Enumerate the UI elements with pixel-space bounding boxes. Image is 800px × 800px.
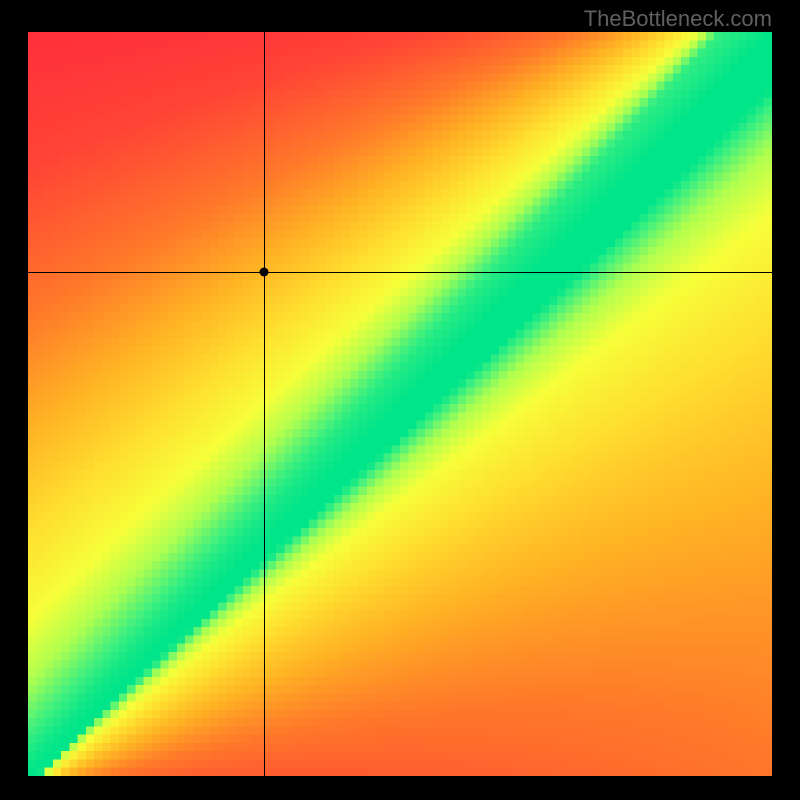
marker-dot — [259, 267, 268, 276]
heatmap-canvas — [28, 32, 772, 776]
plot-area — [28, 32, 772, 776]
watermark-text: TheBottleneck.com — [584, 6, 772, 32]
chart-container: TheBottleneck.com — [0, 0, 800, 800]
crosshair-horizontal — [28, 272, 772, 273]
crosshair-vertical — [264, 32, 265, 776]
